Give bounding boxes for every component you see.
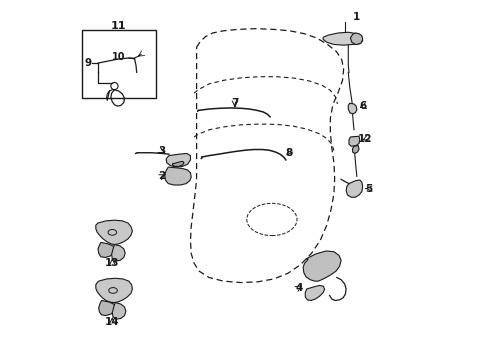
Text: 5: 5 bbox=[365, 184, 372, 194]
Polygon shape bbox=[166, 153, 191, 167]
Text: 12: 12 bbox=[358, 134, 373, 144]
Polygon shape bbox=[96, 220, 132, 244]
Text: 14: 14 bbox=[105, 317, 120, 327]
Polygon shape bbox=[353, 145, 359, 153]
Bar bbox=[82, 30, 156, 98]
Polygon shape bbox=[346, 180, 363, 197]
Polygon shape bbox=[305, 285, 324, 301]
Polygon shape bbox=[349, 136, 360, 146]
Polygon shape bbox=[303, 251, 341, 281]
Polygon shape bbox=[165, 167, 191, 185]
Polygon shape bbox=[112, 303, 126, 319]
Text: 9: 9 bbox=[84, 58, 92, 68]
Polygon shape bbox=[96, 278, 132, 303]
Polygon shape bbox=[98, 301, 116, 316]
Polygon shape bbox=[112, 244, 125, 261]
Text: 10: 10 bbox=[112, 51, 125, 62]
Polygon shape bbox=[172, 161, 184, 166]
Text: 7: 7 bbox=[231, 98, 239, 108]
Text: 13: 13 bbox=[105, 258, 120, 268]
Polygon shape bbox=[350, 33, 363, 44]
Text: 2: 2 bbox=[158, 171, 166, 181]
Text: 3: 3 bbox=[158, 146, 166, 156]
Text: 4: 4 bbox=[295, 283, 302, 293]
Text: 1: 1 bbox=[353, 12, 361, 22]
Polygon shape bbox=[98, 242, 115, 257]
Polygon shape bbox=[348, 103, 357, 114]
Text: 6: 6 bbox=[360, 102, 367, 112]
Text: 8: 8 bbox=[285, 148, 293, 158]
Polygon shape bbox=[323, 32, 363, 45]
Text: 11: 11 bbox=[111, 21, 126, 31]
